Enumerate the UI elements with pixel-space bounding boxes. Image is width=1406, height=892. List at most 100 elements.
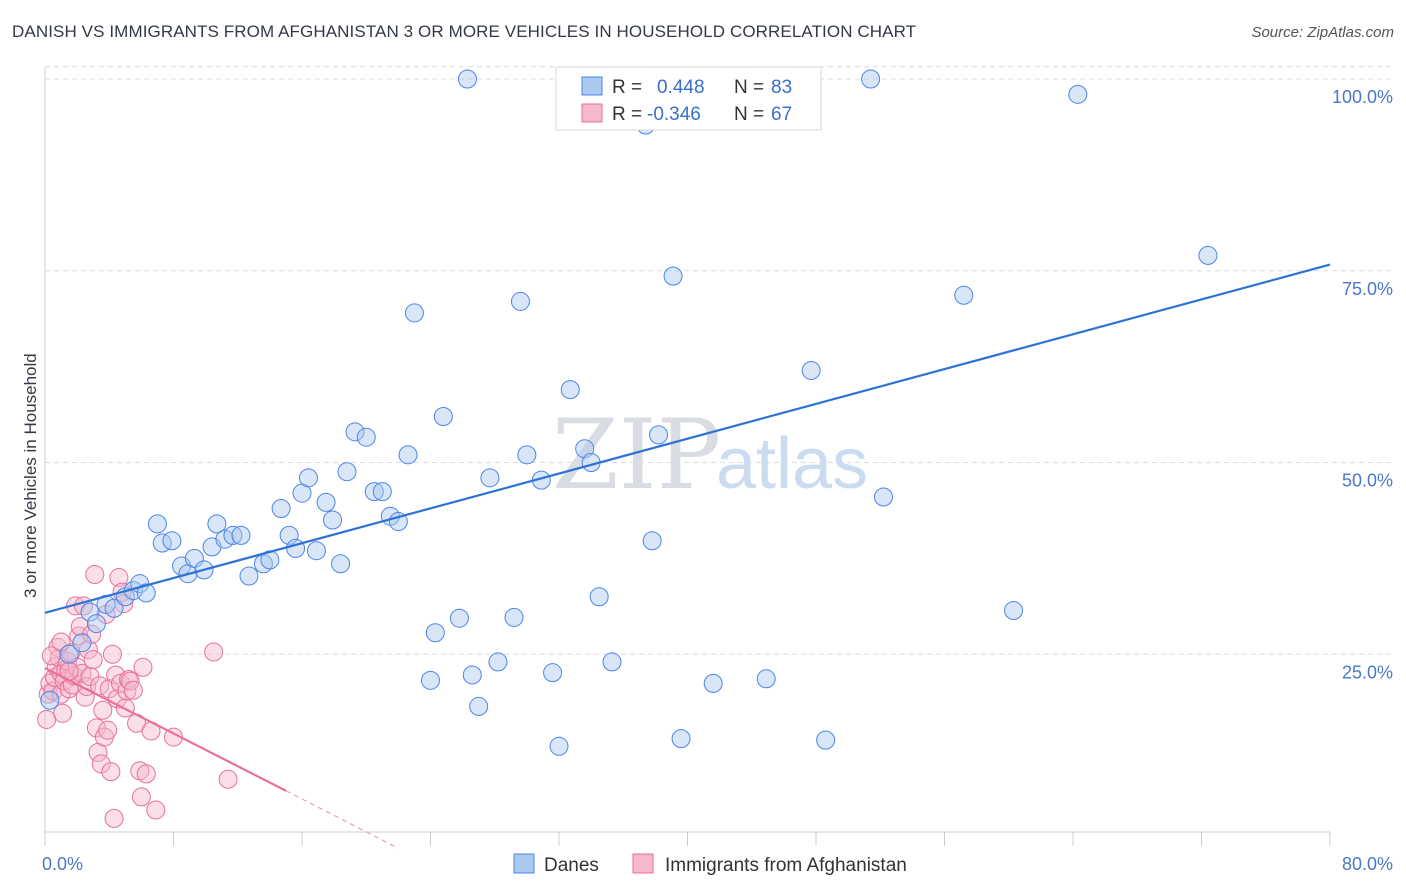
afghanistan-point <box>204 642 224 662</box>
watermark: ZIP atlas <box>552 399 868 511</box>
danes-point <box>602 652 622 672</box>
danes-point <box>488 652 508 672</box>
danes-point <box>162 531 182 551</box>
danes-point <box>671 729 691 749</box>
x-tick-label-start: 0.0% <box>42 854 83 874</box>
afghanistan-point <box>131 787 151 807</box>
danes-point <box>147 514 167 534</box>
danes-point <box>649 425 669 445</box>
bottom-legend: Danes Immigrants from Afghanistan <box>513 853 907 876</box>
danes-point <box>560 380 580 400</box>
afghanistan-point <box>101 762 121 782</box>
danes-point <box>954 285 974 305</box>
danes-point <box>136 583 156 603</box>
afghanistan-point <box>136 764 156 784</box>
y-tick-labels: 25.0% 50.0% 75.0% 100.0% <box>1332 87 1393 682</box>
legend-r-value-2: -0.346 <box>647 104 701 125</box>
danes-point <box>345 422 365 442</box>
danes-point <box>480 468 500 488</box>
afghanistan-point <box>98 720 118 740</box>
legend-n-value-2: 67 <box>771 104 792 125</box>
y-tick-label: 75.0% <box>1342 279 1393 299</box>
danes-point <box>457 69 477 89</box>
danes-point <box>40 690 60 710</box>
bottom-legend-danes: Danes <box>544 855 599 876</box>
danes-point <box>543 663 563 683</box>
danes-point <box>59 644 79 664</box>
danes-point <box>510 291 530 311</box>
danes-point <box>861 69 881 89</box>
bottom-legend-swatch-afghanistan <box>632 853 654 874</box>
afghanistan-point <box>53 703 73 723</box>
danes-point <box>589 587 609 607</box>
series-danes-points <box>40 69 1218 756</box>
bottom-legend-swatch-danes <box>513 853 535 874</box>
danes-point <box>642 531 662 551</box>
danes-point <box>462 665 482 685</box>
danes-point <box>331 554 351 574</box>
danes-point <box>223 525 243 545</box>
danes-point <box>517 445 537 465</box>
legend-n-value-1: 83 <box>771 77 792 98</box>
x-tick-labels: 0.0% 80.0% <box>42 854 1393 874</box>
legend-r-value-1: 0.448 <box>657 77 705 98</box>
danes-point <box>449 608 469 628</box>
danes-point <box>504 607 524 627</box>
afghanistan-point <box>82 624 102 644</box>
grid-lines <box>45 66 1395 655</box>
danes-point <box>703 673 723 693</box>
afghanistan-point <box>218 769 238 789</box>
danes-point <box>298 468 318 488</box>
series-afghanistan-points <box>37 564 238 828</box>
danes-point <box>801 360 821 380</box>
afghanistan-point <box>133 657 153 677</box>
bottom-legend-afghanistan: Immigrants from Afghanistan <box>665 855 907 876</box>
danes-point <box>433 406 453 426</box>
danes-point <box>425 623 445 643</box>
legend-box: R = 0.448 N = 83 R = -0.346 N = 67 <box>555 66 822 131</box>
legend-r-label-2: R = <box>612 104 642 125</box>
danes-point <box>1004 601 1024 621</box>
afghanistan-point <box>146 800 166 820</box>
danes-point <box>404 303 424 323</box>
danes-point <box>86 614 106 634</box>
danes-point <box>337 462 357 482</box>
danes-point <box>231 525 251 545</box>
x-tick-label-end: 80.0% <box>1342 854 1393 874</box>
y-tick-label: 50.0% <box>1342 471 1393 491</box>
legend-swatch-pink <box>581 103 603 123</box>
afghanistan-point <box>37 709 57 729</box>
chart-title: DANISH VS IMMIGRANTS FROM AFGHANISTAN 3 … <box>12 22 917 41</box>
legend-swatch-blue <box>581 76 603 96</box>
danes-point <box>575 439 595 459</box>
danes-point <box>873 487 893 507</box>
danes-point <box>1198 245 1218 265</box>
afghanistan-trend-extension <box>285 790 399 849</box>
danes-point <box>80 602 100 622</box>
afghanistan-point <box>91 754 111 774</box>
danes-point <box>816 730 836 750</box>
legend-n-label-2: N = <box>734 104 764 125</box>
danes-point <box>1068 84 1088 104</box>
danes-point <box>398 445 418 465</box>
source-label: Source: ZipAtlas.com <box>1251 24 1394 41</box>
danes-point <box>306 541 326 561</box>
danes-point <box>239 566 259 586</box>
y-tick-label: 25.0% <box>1342 662 1393 682</box>
afghanistan-point <box>70 617 90 637</box>
danes-point <box>372 482 392 502</box>
afghanistan-point <box>93 700 113 720</box>
afghanistan-trend-line <box>44 667 287 792</box>
afghanistan-point <box>123 680 143 700</box>
danes-point <box>72 633 92 653</box>
danes-point <box>207 514 227 534</box>
y-axis-label: 3 or more Vehicles in Household <box>21 353 40 598</box>
danes-point <box>756 669 776 689</box>
legend-n-label-1: N = <box>734 77 764 98</box>
danes-point <box>364 482 384 502</box>
danes-point <box>271 499 291 519</box>
danes-point <box>323 510 343 530</box>
watermark-atlas: atlas <box>716 424 868 504</box>
trend-lines <box>44 263 1331 849</box>
